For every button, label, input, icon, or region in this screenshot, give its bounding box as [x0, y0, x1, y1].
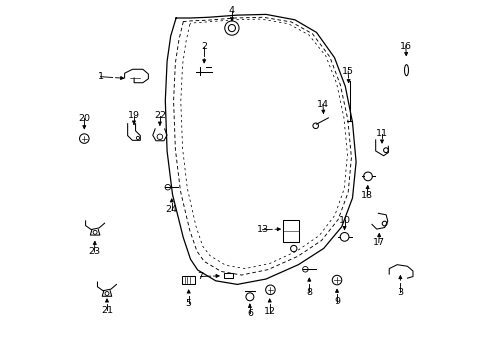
Text: 20: 20 — [78, 113, 90, 122]
Text: 11: 11 — [375, 129, 387, 138]
Text: 3: 3 — [397, 288, 403, 297]
Bar — [224, 273, 233, 278]
Text: 24: 24 — [165, 205, 178, 214]
Text: 13: 13 — [256, 225, 268, 234]
Text: 1: 1 — [97, 72, 103, 81]
Text: 23: 23 — [88, 247, 100, 256]
Text: 14: 14 — [316, 100, 328, 109]
Text: 10: 10 — [338, 216, 350, 225]
Bar — [182, 276, 195, 284]
Text: 5: 5 — [185, 299, 191, 307]
Text: 8: 8 — [305, 288, 312, 297]
Text: 6: 6 — [246, 309, 252, 318]
Text: 9: 9 — [333, 297, 339, 306]
Text: 7: 7 — [197, 272, 203, 281]
Text: 16: 16 — [399, 41, 411, 50]
Text: 18: 18 — [361, 191, 372, 200]
Text: 2: 2 — [201, 42, 207, 51]
Text: 22: 22 — [154, 112, 165, 120]
Text: 15: 15 — [342, 67, 353, 76]
Text: 19: 19 — [128, 112, 140, 120]
Text: 17: 17 — [372, 238, 384, 247]
Text: 12: 12 — [263, 307, 275, 316]
Text: 4: 4 — [228, 6, 234, 15]
Bar — [282, 220, 298, 242]
Text: 21: 21 — [101, 306, 113, 315]
